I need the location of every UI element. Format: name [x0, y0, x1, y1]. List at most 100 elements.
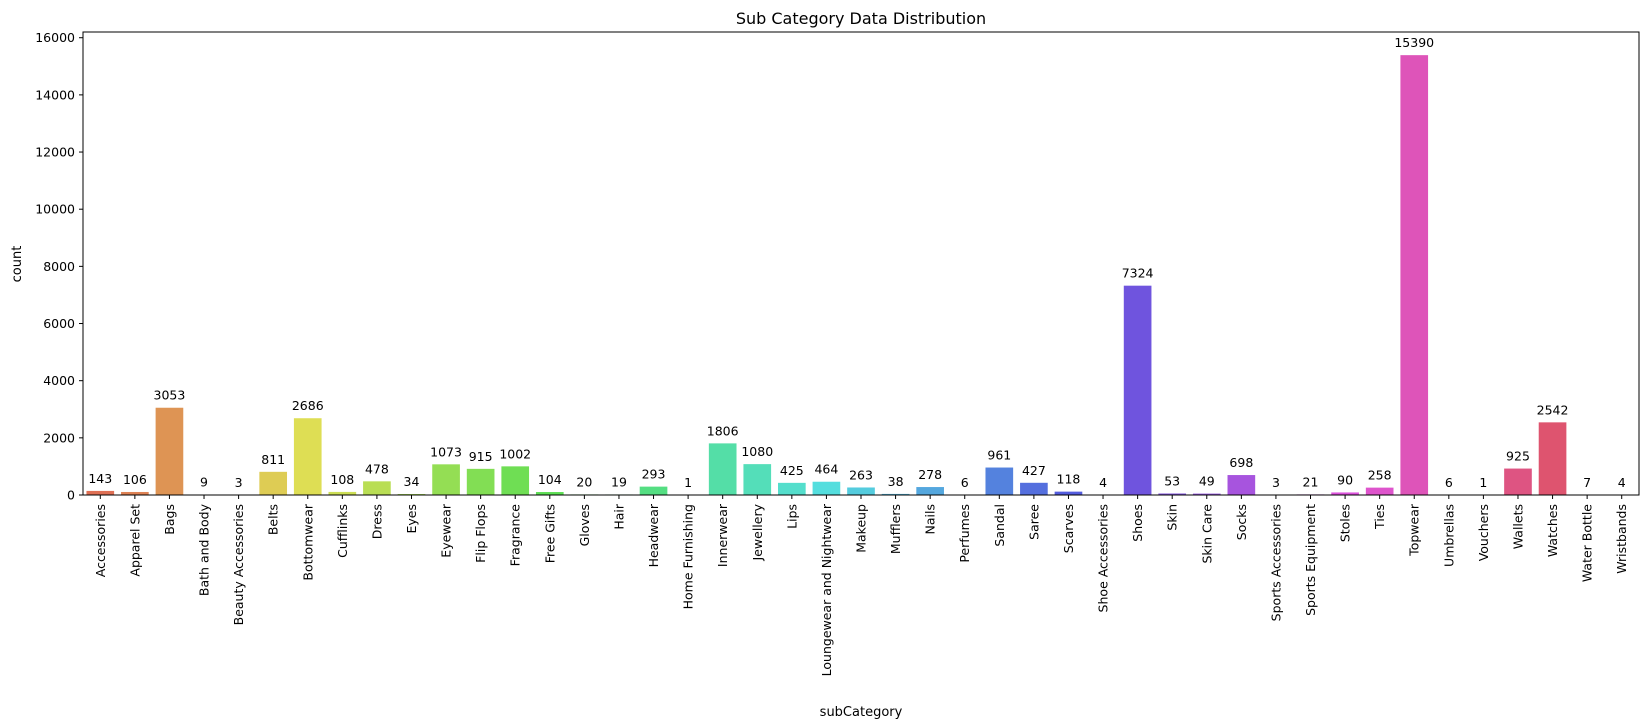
x-tick-label-saree: Saree [1026, 504, 1041, 540]
bar-headwear [639, 486, 668, 495]
x-tick-label-bottomwear: Bottomwear [300, 503, 315, 580]
x-tick-label-skin-care: Skin Care [1199, 504, 1214, 564]
chart-title: Sub Category Data Distribution [736, 9, 986, 28]
value-label-cufflinks: 108 [330, 472, 354, 487]
x-tick-label-belts: Belts [266, 504, 281, 535]
bar-skin-care [1192, 493, 1221, 495]
bar-skin [1158, 493, 1187, 495]
x-tick-label-sandal: Sandal [992, 504, 1007, 547]
bar-belts [259, 471, 288, 495]
y-tick-label: 16000 [35, 30, 75, 45]
bar-cufflinks [328, 491, 357, 495]
value-label-jewellery: 1080 [741, 444, 773, 459]
value-label-wallets: 925 [1506, 449, 1530, 464]
x-tick-label-fragrance: Fragrance [508, 504, 523, 567]
x-tick-label-gloves: Gloves [577, 504, 592, 546]
x-tick-label-shoe-accessories: Shoe Accessories [1096, 504, 1111, 612]
value-label-umbrellas: 6 [1445, 475, 1453, 490]
value-label-flip-flops: 915 [469, 449, 493, 464]
bar-eyewear [432, 464, 460, 495]
x-tick-label-scarves: Scarves [1061, 504, 1076, 553]
x-tick-label-loungewear-and-nightwear: Loungewear and Nightwear [819, 503, 834, 676]
value-label-mufflers: 38 [888, 474, 904, 489]
bar-stoles [1331, 492, 1359, 495]
x-tick-label-ties: Ties [1372, 504, 1387, 530]
y-tick-label: 10000 [35, 202, 75, 217]
value-label-nails: 278 [918, 467, 942, 482]
x-tick-label-umbrellas: Umbrellas [1441, 504, 1456, 567]
bar-jewellery [743, 464, 772, 495]
x-tick-label-makeup: Makeup [854, 504, 869, 553]
bar-socks [1227, 475, 1256, 495]
x-tick-label-accessories: Accessories [93, 504, 108, 577]
value-label-hair: 19 [611, 474, 627, 489]
value-label-innerwear: 1806 [707, 423, 739, 438]
value-label-home-furnishing: 1 [684, 475, 692, 490]
x-tick-label-vouchers: Vouchers [1476, 504, 1491, 561]
bar-fragrance [501, 466, 530, 495]
y-tick-label: 4000 [43, 373, 75, 388]
value-label-perfumes: 6 [961, 475, 969, 490]
x-tick-label-bags: Bags [162, 504, 177, 535]
value-label-wristbands: 4 [1618, 475, 1626, 490]
value-label-dress: 478 [365, 461, 389, 476]
plot-frame [82, 31, 1640, 496]
value-label-socks: 698 [1229, 455, 1253, 470]
bar-saree [1020, 482, 1048, 495]
value-label-saree: 427 [1022, 463, 1046, 478]
y-tick-label: 2000 [43, 430, 75, 445]
value-label-sports-equipment: 21 [1303, 474, 1319, 489]
x-tick-label-hair: Hair [611, 503, 626, 530]
value-label-skin-care: 49 [1199, 474, 1215, 489]
x-tick-label-headwear: Headwear [646, 503, 661, 567]
bar-free-gifts [535, 492, 564, 495]
x-tick-label-shoes: Shoes [1130, 504, 1145, 542]
x-tick-label-skin: Skin [1165, 504, 1180, 531]
x-tick-label-topwear: Topwear [1407, 503, 1422, 557]
bar-flip-flops [466, 468, 495, 495]
x-tick-label-cufflinks: Cufflinks [335, 504, 350, 558]
x-tick-label-wristbands: Wristbands [1614, 504, 1629, 574]
value-label-free-gifts: 104 [538, 472, 562, 487]
x-tick-label-eyewear: Eyewear [439, 503, 454, 558]
bar-loungewear-and-nightwear [812, 481, 841, 495]
value-label-bath-and-body: 9 [200, 475, 208, 490]
value-label-accessories: 143 [88, 471, 112, 486]
x-tick-label-nails: Nails [923, 504, 938, 534]
bar-bottomwear [293, 418, 322, 495]
x-tick-label-jewellery: Jewellery [750, 503, 765, 561]
x-axis-label: subCategory [820, 705, 903, 720]
y-tick-label: 8000 [43, 259, 75, 274]
value-label-topwear: 15390 [1394, 35, 1434, 50]
bar-accessories [86, 490, 115, 495]
y-tick-label: 12000 [35, 145, 75, 160]
x-tick-label-perfumes: Perfumes [957, 504, 972, 563]
value-label-stoles: 90 [1337, 472, 1353, 487]
value-label-shoes: 7324 [1122, 266, 1154, 281]
value-label-sports-accessories: 3 [1272, 475, 1280, 490]
value-label-beauty-accessories: 3 [235, 475, 243, 490]
value-label-skin: 53 [1164, 473, 1180, 488]
bar-nails [916, 487, 944, 495]
value-label-eyes: 34 [404, 474, 420, 489]
x-tick-label-socks: Socks [1234, 504, 1249, 540]
y-tick-label: 6000 [43, 316, 75, 331]
value-label-bags: 3053 [154, 388, 186, 403]
value-label-ties: 258 [1368, 468, 1392, 483]
value-label-water-bottle: 7 [1583, 475, 1591, 490]
value-label-eyewear: 1073 [430, 444, 462, 459]
value-label-vouchers: 1 [1479, 475, 1487, 490]
value-label-apparel-set: 106 [123, 472, 147, 487]
x-tick-label-dress: Dress [369, 504, 384, 539]
x-tick-label-lips: Lips [784, 504, 799, 529]
x-tick-label-sports-equipment: Sports Equipment [1303, 504, 1318, 616]
x-tick-label-innerwear: Innerwear [715, 503, 730, 567]
bar-sandal [985, 467, 1014, 495]
x-tick-label-flip-flops: Flip Flops [473, 504, 488, 563]
bar-watches [1538, 422, 1567, 495]
bar-innerwear [708, 443, 737, 495]
x-tick-label-bath-and-body: Bath and Body [197, 503, 212, 596]
x-tick-label-free-gifts: Free Gifts [542, 504, 557, 563]
